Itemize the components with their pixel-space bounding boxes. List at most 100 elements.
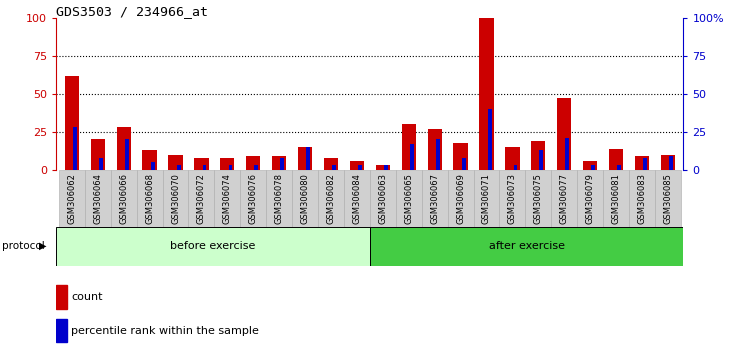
Text: GSM306080: GSM306080	[300, 173, 309, 224]
Bar	[384, 165, 388, 170]
Bar	[168, 155, 182, 170]
Bar	[635, 156, 649, 170]
Bar	[583, 161, 597, 170]
Text: GSM306079: GSM306079	[586, 173, 595, 224]
Bar	[189, 170, 214, 227]
Bar	[557, 98, 572, 170]
Text: GSM306066: GSM306066	[119, 173, 128, 224]
Text: GSM306078: GSM306078	[275, 173, 284, 224]
Bar	[369, 227, 683, 266]
Bar	[73, 127, 77, 170]
Bar	[505, 147, 520, 170]
Bar	[427, 129, 442, 170]
Bar	[214, 170, 240, 227]
Bar	[65, 75, 79, 170]
Bar	[358, 165, 362, 170]
Bar	[220, 158, 234, 170]
Bar	[578, 170, 603, 227]
Text: percentile rank within the sample: percentile rank within the sample	[71, 326, 259, 336]
Bar	[246, 156, 261, 170]
Bar	[454, 143, 468, 170]
Text: GSM306064: GSM306064	[93, 173, 102, 224]
Bar	[531, 141, 545, 170]
Bar	[116, 127, 131, 170]
Bar	[609, 149, 623, 170]
Bar	[487, 109, 491, 170]
Bar	[324, 158, 338, 170]
Text: GSM306065: GSM306065	[404, 173, 413, 224]
Bar	[462, 158, 466, 170]
Bar	[137, 170, 162, 227]
Bar	[514, 165, 517, 170]
Bar	[617, 165, 621, 170]
Bar	[318, 170, 344, 227]
Text: before exercise: before exercise	[170, 241, 256, 251]
Bar	[499, 170, 526, 227]
Text: GSM306085: GSM306085	[663, 173, 672, 224]
Bar	[99, 158, 103, 170]
Text: GSM306063: GSM306063	[379, 173, 388, 224]
Text: GSM306077: GSM306077	[559, 173, 569, 224]
Bar	[59, 170, 85, 227]
Bar	[298, 147, 312, 170]
Text: GSM306068: GSM306068	[145, 173, 154, 224]
Bar	[603, 170, 629, 227]
Bar	[350, 161, 364, 170]
Text: GSM306084: GSM306084	[352, 173, 361, 224]
Bar	[410, 144, 414, 170]
Bar	[655, 170, 681, 227]
Bar	[306, 147, 310, 170]
Bar	[240, 170, 266, 227]
Bar	[448, 170, 474, 227]
Text: GSM306075: GSM306075	[534, 173, 543, 224]
Bar	[551, 170, 578, 227]
Text: GSM306073: GSM306073	[508, 173, 517, 224]
Bar	[125, 139, 128, 170]
Bar	[272, 156, 286, 170]
Bar	[436, 139, 439, 170]
Text: GSM306069: GSM306069	[456, 173, 465, 224]
Bar	[203, 165, 207, 170]
Text: count: count	[71, 292, 103, 302]
Bar	[396, 170, 422, 227]
Bar	[255, 165, 258, 170]
Bar	[176, 165, 180, 170]
Bar	[479, 18, 493, 170]
Text: GSM306074: GSM306074	[223, 173, 232, 224]
Bar	[143, 150, 157, 170]
Bar	[539, 150, 544, 170]
Bar	[162, 170, 189, 227]
Bar	[526, 170, 551, 227]
Bar	[474, 170, 499, 227]
Bar	[402, 124, 416, 170]
Text: GSM306082: GSM306082	[327, 173, 336, 224]
Bar	[369, 170, 396, 227]
Bar	[56, 285, 67, 309]
Bar	[669, 156, 673, 170]
Bar	[422, 170, 448, 227]
Text: GSM306083: GSM306083	[638, 173, 647, 224]
Bar	[56, 227, 369, 266]
Text: ▶: ▶	[39, 241, 47, 251]
Bar	[332, 165, 336, 170]
Bar	[266, 170, 292, 227]
Bar	[56, 319, 67, 342]
Bar	[195, 158, 209, 170]
Text: GDS3503 / 234966_at: GDS3503 / 234966_at	[56, 5, 208, 18]
Bar	[661, 155, 675, 170]
Bar	[151, 162, 155, 170]
Bar	[110, 170, 137, 227]
Text: GSM306081: GSM306081	[611, 173, 620, 224]
Bar	[292, 170, 318, 227]
Text: GSM306067: GSM306067	[430, 173, 439, 224]
Text: GSM306071: GSM306071	[482, 173, 491, 224]
Bar	[643, 158, 647, 170]
Text: protocol: protocol	[2, 241, 44, 251]
Bar	[344, 170, 369, 227]
Bar	[85, 170, 110, 227]
Bar	[376, 165, 390, 170]
Text: GSM306076: GSM306076	[249, 173, 258, 224]
Bar	[228, 165, 232, 170]
Text: GSM306070: GSM306070	[171, 173, 180, 224]
Text: GSM306072: GSM306072	[197, 173, 206, 224]
